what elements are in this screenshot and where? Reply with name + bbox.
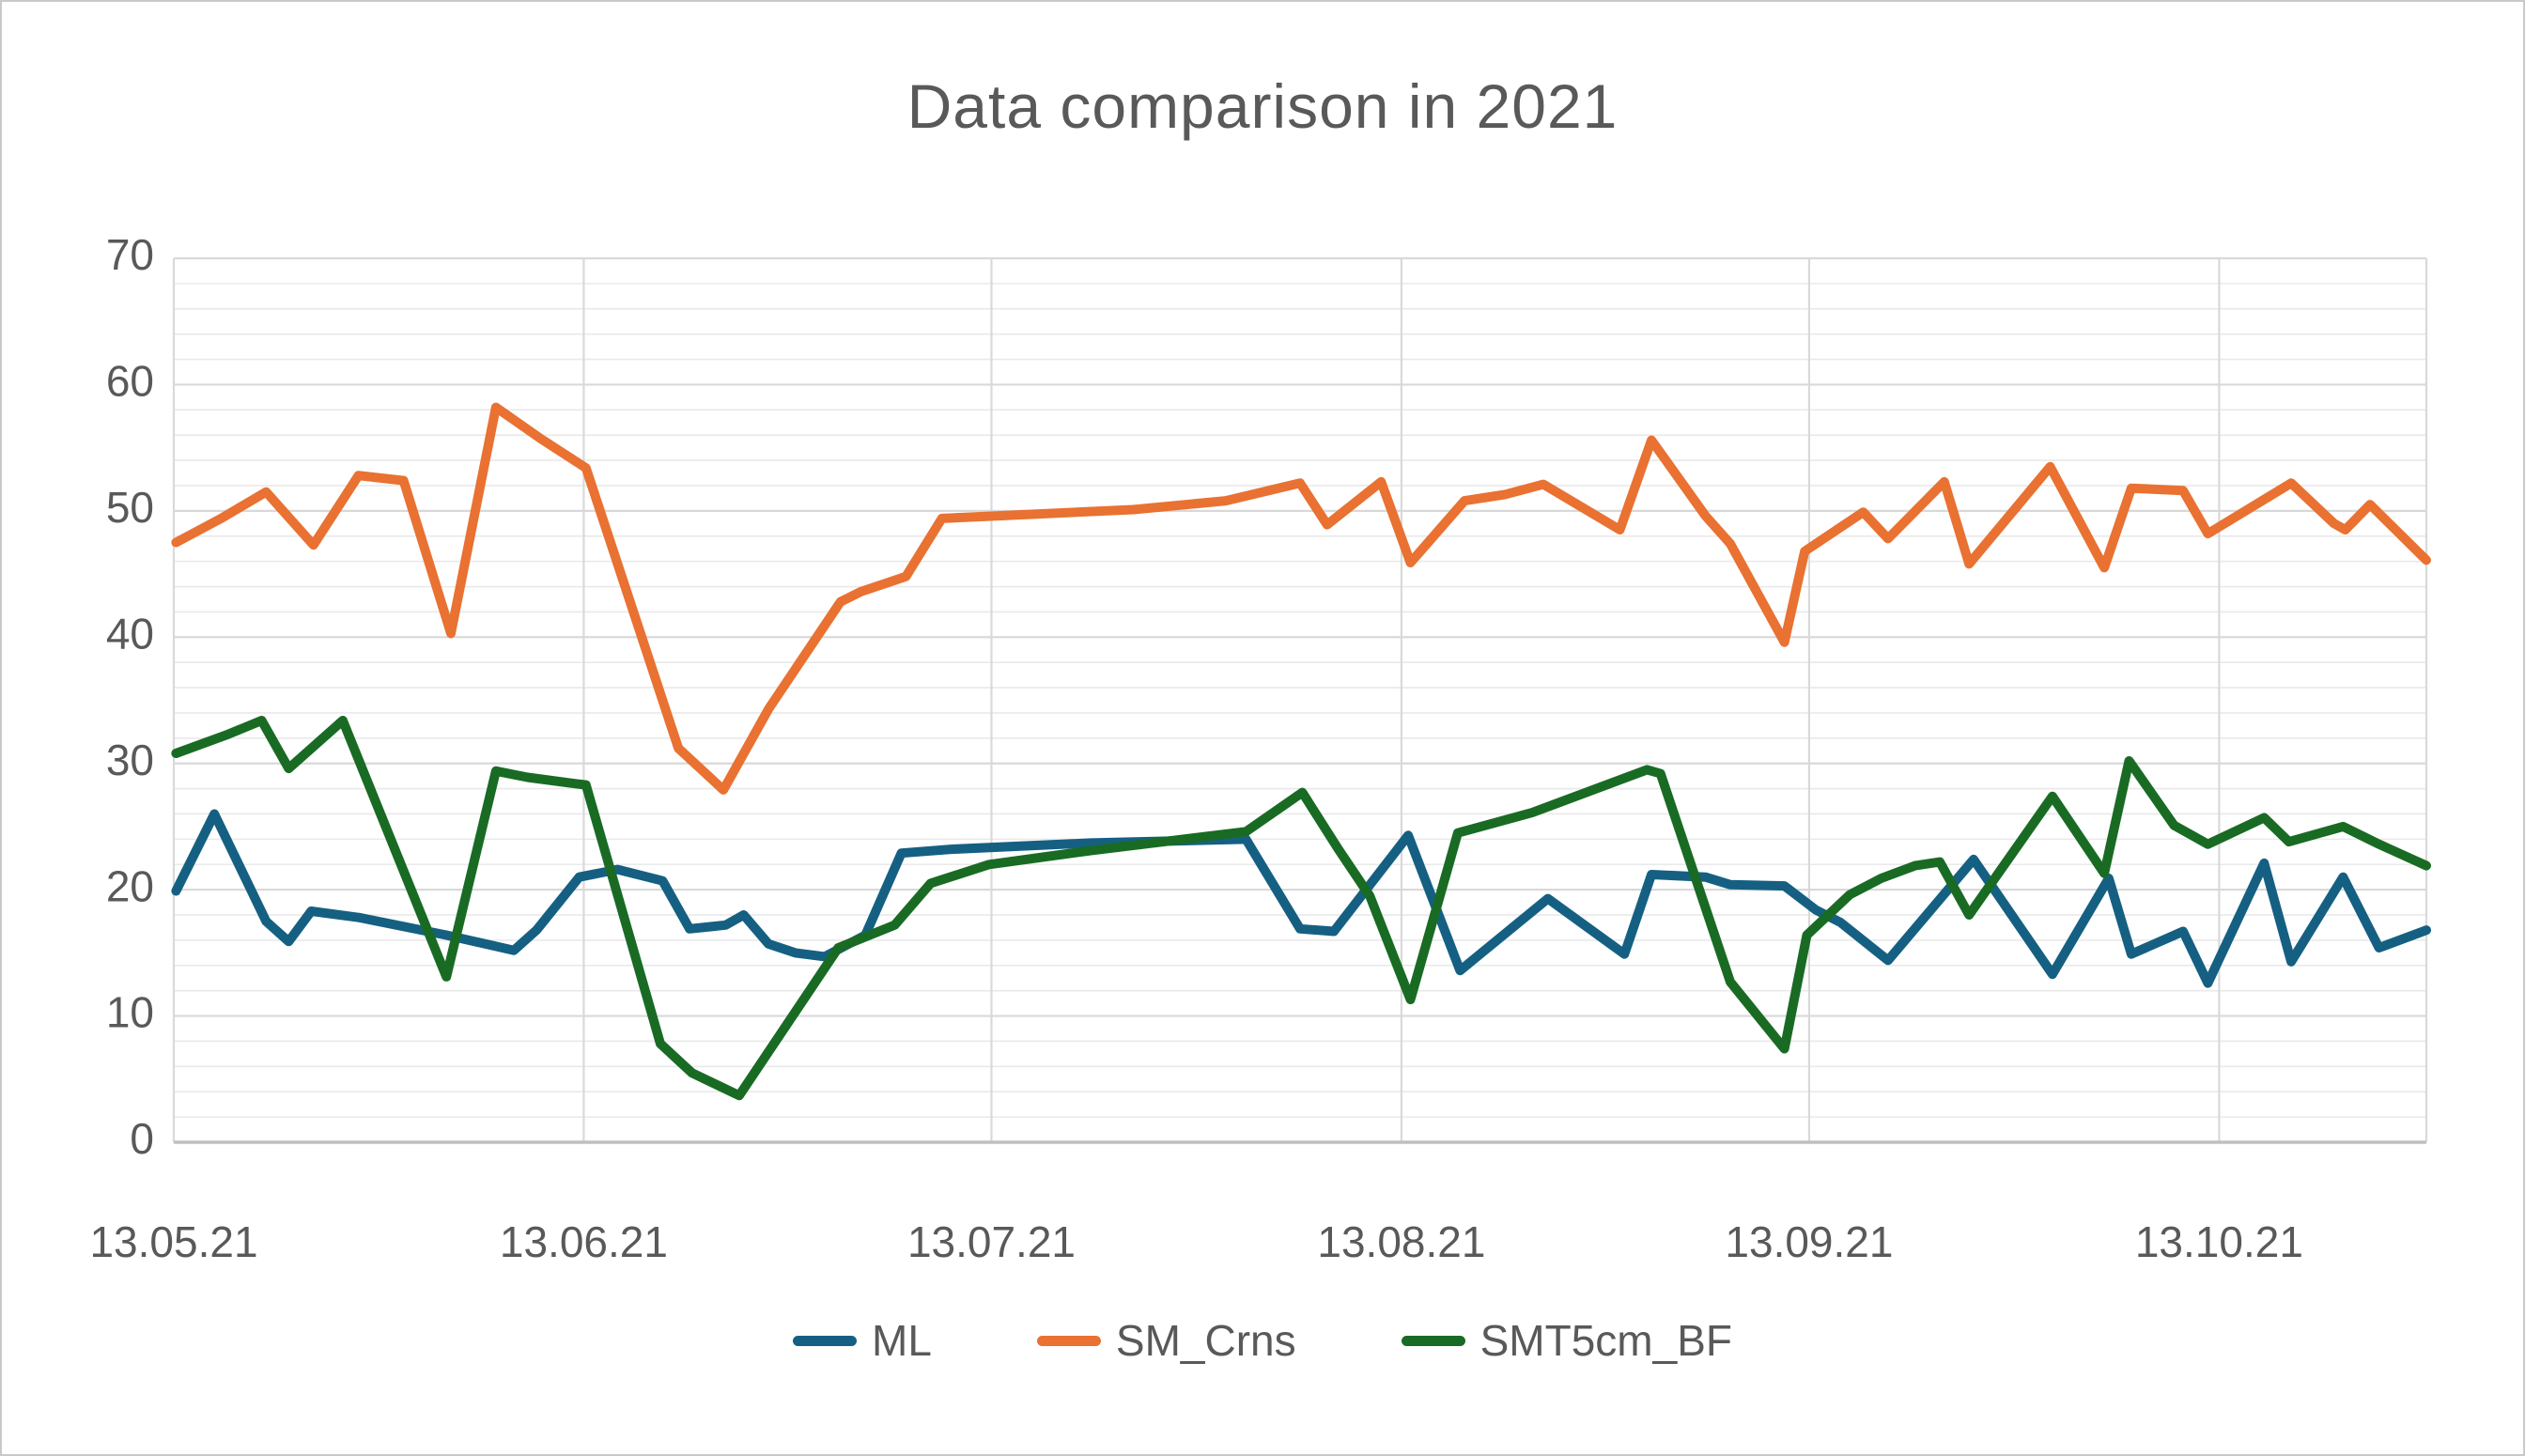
x-axis-tick-label: 13.06.21 [500, 1217, 668, 1266]
legend-item-sm_crns: SM_Crns [1036, 1315, 1296, 1366]
legend: ML SM_Crns SMT5cm_BF [2, 1315, 2523, 1366]
series-line-ml [171, 809, 2431, 988]
y-axis-tick-label: 60 [106, 357, 154, 406]
chart-title: Data comparison in 2021 [906, 71, 1619, 141]
y-axis-tick-label: 0 [130, 1114, 154, 1163]
y-axis-tick-label: 20 [106, 861, 154, 910]
x-axis-tick-label: 13.08.21 [1317, 1217, 1485, 1266]
legend-swatch-icon [793, 1335, 857, 1346]
y-axis-tick-label: 70 [106, 230, 154, 279]
series-line-sm_crns [171, 402, 2431, 795]
y-axis-tick-label: 10 [106, 988, 154, 1037]
y-axis-tick-label: 40 [106, 609, 154, 658]
legend-item-ml: ML [793, 1315, 932, 1366]
legend-item-smt5cm_bf: SMT5cm_BF [1401, 1315, 1732, 1366]
x-axis-tick-label: 13.10.21 [2135, 1217, 2303, 1266]
legend-label: SM_Crns [1115, 1316, 1296, 1365]
x-axis-tick-label: 13.09.21 [1725, 1217, 1893, 1266]
y-axis-tick-label: 50 [106, 483, 154, 532]
legend-label: SMT5cm_BF [1479, 1316, 1732, 1365]
x-axis-tick-label: 13.07.21 [907, 1217, 1076, 1266]
x-axis-tick-label: 13.05.21 [89, 1217, 257, 1266]
legend-label: ML [872, 1316, 932, 1365]
y-axis-tick-label: 30 [106, 736, 154, 784]
legend-swatch-icon [1036, 1335, 1101, 1346]
legend-swatch-icon [1401, 1335, 1465, 1346]
series-line-smt5cm_bf [171, 716, 2431, 1101]
